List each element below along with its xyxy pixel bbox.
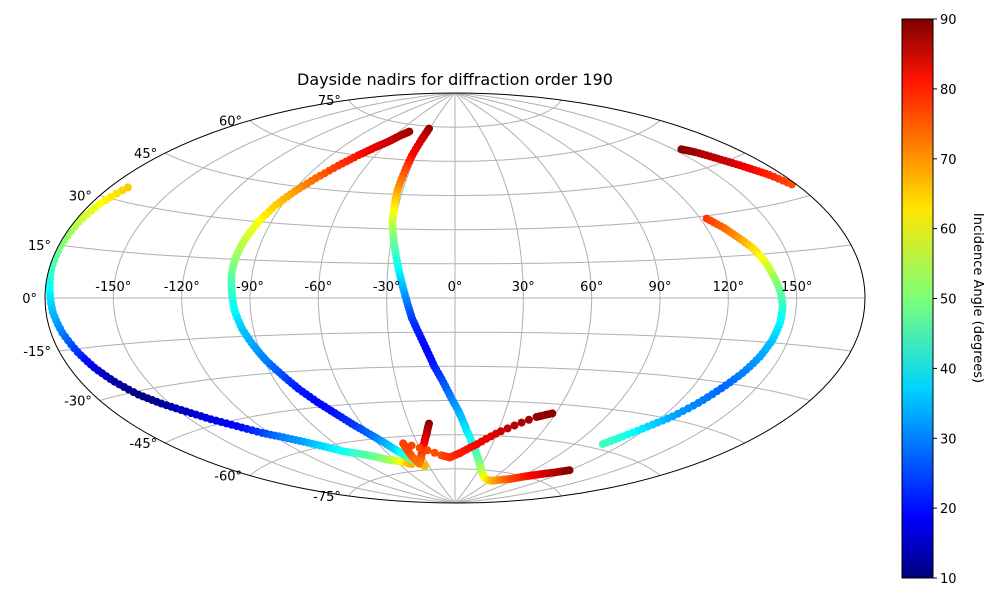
map-boundary <box>44 92 866 504</box>
data-point <box>524 415 533 424</box>
latitude-tick-label: 60° <box>219 115 242 130</box>
longitude-tick-label: 120° <box>713 280 744 295</box>
colorbar-tick-label: 90 <box>940 13 957 28</box>
data-points <box>45 124 796 485</box>
data-point <box>407 441 416 450</box>
latitude-tick-label: -75° <box>313 490 341 505</box>
latitude-tick-label: -30° <box>64 395 92 410</box>
latitude-tick-label: 30° <box>69 190 92 205</box>
longitude-tick-label: 60° <box>580 280 603 295</box>
data-point <box>548 409 557 418</box>
data-point <box>415 443 424 452</box>
longitude-tick-label: -150° <box>95 280 131 295</box>
longitude-tick-label: -30° <box>373 280 401 295</box>
grid-meridian <box>112 93 456 503</box>
latitude-tick-label: 45° <box>134 147 157 162</box>
data-point <box>598 440 607 449</box>
longitude-tick-label: -60° <box>304 280 332 295</box>
latitude-tick-labels: 75° 60° 45° 30° 15° 0° -15° -30° -45° -60° -75° <box>22 94 341 505</box>
grid-meridian <box>249 93 456 503</box>
colorbar-ticks: 10 20 30 40 50 60 70 80 90 <box>933 13 957 587</box>
latitude-tick-label: -45° <box>129 437 157 452</box>
data-point <box>510 421 519 430</box>
data-point <box>517 418 526 427</box>
colorbar-tick-label: 60 <box>940 223 957 238</box>
colorbar-tick-label: 40 <box>940 362 957 377</box>
longitude-tick-label: 90° <box>648 280 671 295</box>
chart-title: Dayside nadirs for diffraction order 190 <box>297 70 613 89</box>
colorbar: 10 20 30 40 50 60 70 80 90 Incidence Angle (degr… <box>901 13 985 587</box>
data-point <box>503 424 512 433</box>
colorbar-gradient <box>901 18 934 579</box>
data-point <box>423 446 432 455</box>
longitude-tick-label: 0° <box>448 280 463 295</box>
data-point <box>565 466 574 475</box>
colorbar-tick-label: 10 <box>940 572 957 587</box>
colorbar-tick-label: 80 <box>940 83 957 98</box>
data-point <box>430 448 439 457</box>
longitude-tick-label: 30° <box>512 280 535 295</box>
latitude-tick-label: -15° <box>23 345 51 360</box>
latitude-tick-label: -60° <box>214 470 242 485</box>
grid-meridian <box>454 93 661 503</box>
grid-meridian <box>454 93 593 503</box>
latitude-tick-label: 75° <box>318 94 341 109</box>
colorbar-tick-label: 50 <box>940 293 957 308</box>
colorbar-tick-label: 30 <box>940 432 957 447</box>
data-point <box>496 427 505 436</box>
longitude-tick-label: 150° <box>781 280 812 295</box>
grid-meridian <box>454 93 798 503</box>
colorbar-tick-label: 70 <box>940 153 957 168</box>
latitude-tick-label: 15° <box>28 239 51 254</box>
map-grid <box>45 93 865 503</box>
longitude-tick-labels: -150° -120° -90° -60° -30° 0° 30° 60° 90° 120° 150… <box>95 280 812 295</box>
colorbar-label: Incidence Angle (degrees) <box>970 213 985 383</box>
longitude-tick-label: -90° <box>236 280 264 295</box>
colorbar-tick-label: 20 <box>940 502 957 517</box>
data-point <box>677 145 686 154</box>
grid-meridian <box>181 93 456 503</box>
grid-meridian <box>454 93 729 503</box>
data-point <box>399 439 408 448</box>
latitude-tick-label: 0° <box>22 292 37 307</box>
longitude-tick-label: -120° <box>164 280 200 295</box>
